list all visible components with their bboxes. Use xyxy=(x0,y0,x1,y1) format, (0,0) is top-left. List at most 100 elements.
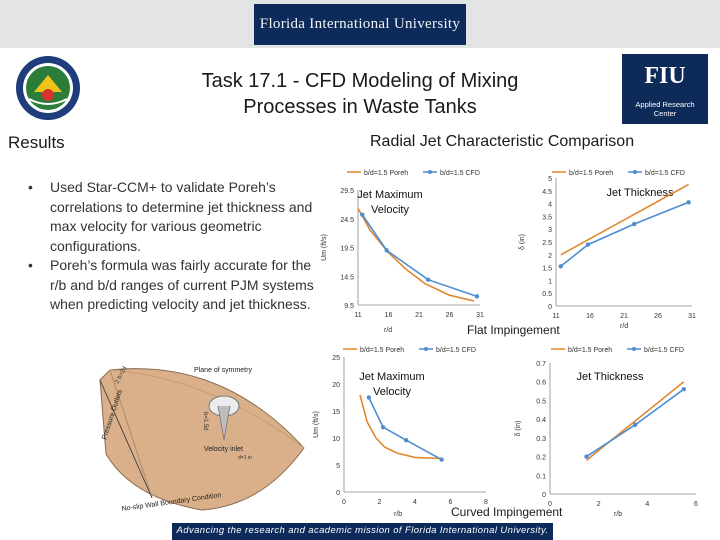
legend-marker xyxy=(633,170,637,174)
y-tick-label: 9.5 xyxy=(344,303,354,310)
y-axis-label: δ (in) xyxy=(515,421,522,437)
y-tick-label: 10 xyxy=(332,436,340,443)
x-tick-label: 8 xyxy=(484,499,488,506)
data-point xyxy=(686,200,691,205)
y-tick-label: 14.5 xyxy=(340,274,354,281)
x-tick-label: 11 xyxy=(354,312,361,319)
chart-title: Jet Thickness xyxy=(606,187,674,199)
x-tick-label: 16 xyxy=(385,312,393,319)
series-line xyxy=(359,394,442,460)
y-tick-label: 0.7 xyxy=(536,361,546,368)
legend-label: b/d=1.5 Poreh xyxy=(568,347,612,354)
y-tick-label: 0.1 xyxy=(536,473,546,480)
x-tick-label: 6 xyxy=(694,501,698,508)
x-tick-label: 16 xyxy=(586,313,594,320)
data-point xyxy=(403,437,409,443)
data-point xyxy=(584,454,589,459)
data-point xyxy=(366,395,372,400)
x-tick-label: 31 xyxy=(688,313,696,320)
y-tick-label: 5 xyxy=(548,176,552,183)
chart-title: Velocity xyxy=(373,386,411,398)
bullet-item: • Used Star-CCM+ to validate Poreh’s cor… xyxy=(28,178,328,256)
x-tick-label: 2 xyxy=(597,501,601,508)
chart-title: Velocity xyxy=(371,204,409,216)
legend-label: b/d=1.5 Poreh xyxy=(364,170,408,177)
title-line-2: Processes in Waste Tanks xyxy=(243,96,477,118)
flat-thickness-chart: 5 4.5 4 3.5 3 2.5 2 1.5 1 0.5 011 16 21 26 31 r/d δ (in)… xyxy=(519,170,696,330)
bullet-text: Used Star-CCM+ to validate Poreh’s corre… xyxy=(50,179,313,254)
university-wordmark: Florida International University xyxy=(254,4,466,45)
legend-label: b/d=1.5 CFD xyxy=(644,347,684,354)
legend-marker xyxy=(428,170,432,174)
x-tick-label: 31 xyxy=(476,312,484,319)
plane-of-symmetry-label: Plane of symmetry xyxy=(194,367,252,374)
university-name: Florida International University xyxy=(259,16,461,32)
y-tick-label: 0.2 xyxy=(536,455,546,462)
comparison-heading: Radial Jet Characteristic Comparison xyxy=(370,133,635,150)
y-tick-label: 15 xyxy=(332,409,340,416)
data-point xyxy=(474,294,480,299)
curved-thickness-chart: 0.7 0.6 0.5 0.4 0.3 0.2 0.1 00 2 4 6 r/b δ (in) Jet T… xyxy=(515,347,698,518)
y-tick-label: 0 xyxy=(548,304,552,311)
chart-title: Jet Maximum xyxy=(357,189,422,201)
fiu-arc-logo: FIU Applied Research Center xyxy=(622,54,708,124)
fiu-logo-subtitle: Applied Research Center xyxy=(635,100,695,118)
y-tick-label: 0 xyxy=(336,490,340,497)
legend-label: b/d=1.5 CFD xyxy=(440,170,480,177)
x-tick-label: 0 xyxy=(548,501,552,508)
title-line-1: Task 17.1 - CFD Modeling of Mixing xyxy=(201,70,519,92)
data-point xyxy=(558,264,563,269)
data-point xyxy=(585,242,591,247)
x-axis-label: r/d xyxy=(620,323,628,330)
data-point xyxy=(439,457,444,462)
bullet-marker: • xyxy=(28,179,33,195)
y-tick-label: 0.5 xyxy=(542,291,552,298)
y-tick-label: 4.5 xyxy=(542,189,552,196)
data-point xyxy=(632,422,638,427)
y-tick-label: 0.6 xyxy=(536,380,546,387)
x-axis-label: r/b xyxy=(614,511,622,518)
y-tick-label: 0.4 xyxy=(536,417,546,424)
chart-title: Jet Thickness xyxy=(576,371,644,383)
flat-velocity-chart: 29.5 24.5 19.5 14.5 9.511 16 21 26 31 r/d Um (ft/s… xyxy=(321,170,484,334)
results-heading: Results xyxy=(8,133,65,152)
y-tick-label: 19.5 xyxy=(340,246,354,253)
bullet-marker: • xyxy=(28,257,33,273)
y-axis-label: Um (ft/s) xyxy=(321,234,328,261)
x-tick-label: 4 xyxy=(645,501,649,508)
y-tick-label: 4 xyxy=(548,202,552,209)
footer-text: Advancing the research and academic miss… xyxy=(176,525,549,536)
y-tick-label: 0.3 xyxy=(536,436,546,443)
x-tick-label: 0 xyxy=(342,499,346,506)
dimension-mid-label: b=1.5d xyxy=(202,412,208,431)
data-point xyxy=(681,387,687,392)
y-tick-label: 3 xyxy=(548,227,552,234)
series-line xyxy=(357,208,475,302)
legend-label: b/d=1.5 CFD xyxy=(436,347,476,354)
y-tick-label: 20 xyxy=(332,382,340,389)
y-tick-label: 1.5 xyxy=(542,266,552,273)
slide-title: Task 17.1 - CFD Modeling of Mixing Proce… xyxy=(130,68,590,120)
x-tick-label: 6 xyxy=(449,499,453,506)
x-tick-label: 21 xyxy=(620,313,628,320)
data-point xyxy=(384,248,389,253)
legend-label: b/d=1.5 Poreh xyxy=(360,347,404,354)
doe-seal-logo xyxy=(16,56,80,120)
y-tick-label: 2.5 xyxy=(542,240,552,247)
legend-marker xyxy=(632,347,636,351)
series-line xyxy=(560,201,689,267)
chart-title: Jet Maximum xyxy=(359,371,424,383)
x-axis-label: r/d xyxy=(384,327,392,334)
y-tick-label: 0.5 xyxy=(536,398,546,405)
series-line xyxy=(560,183,689,256)
data-point xyxy=(380,425,386,430)
x-tick-label: 26 xyxy=(446,312,454,319)
bullet-item: • Poreh’s formula was fairly accurate fo… xyxy=(28,256,328,315)
velocity-inlet-label: Velocity inlet xyxy=(204,446,243,453)
y-tick-label: 25 xyxy=(332,355,340,362)
y-tick-label: 2 xyxy=(548,253,552,260)
x-tick-label: 11 xyxy=(552,313,559,320)
curved-velocity-chart: 25 20 15 10 5 00 2 4 6 8 r/b Um (ft/s) Jet Maximum Ve… xyxy=(313,347,488,518)
legend-label: b/d=1.5 Poreh xyxy=(569,170,613,177)
data-point xyxy=(425,277,431,282)
